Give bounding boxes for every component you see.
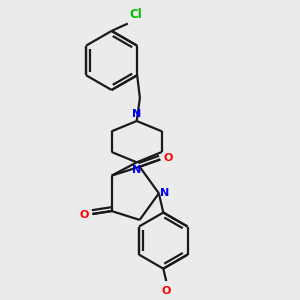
Text: N: N [160,188,170,198]
Text: O: O [162,286,171,296]
Text: Cl: Cl [129,8,142,21]
Text: N: N [132,109,141,118]
Text: O: O [80,210,89,220]
Text: N: N [132,165,141,175]
Text: O: O [164,153,173,163]
